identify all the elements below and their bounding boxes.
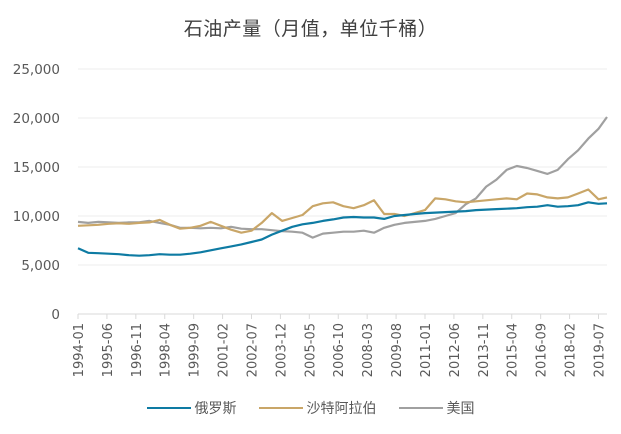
x-tick-label: 2012-06 (448, 323, 463, 377)
x-tick-label: 2008-03 (361, 323, 376, 377)
legend-item-usa[interactable]: 美国 (398, 398, 475, 418)
x-tick-label: 2013-11 (477, 323, 492, 377)
y-axis-ticks: 0 5,000 10,000 15,000 20,000 25,000 (13, 62, 60, 323)
y-tick-label: 15,000 (13, 160, 60, 176)
chart-title: 石油产量（月值，单位千桶） (183, 18, 438, 40)
x-tick-label: 1994-01 (72, 323, 87, 377)
gridlines (78, 68, 607, 315)
x-tick-label: 1998-04 (159, 323, 174, 377)
x-tick-label: 1996-11 (130, 323, 145, 377)
series-lines (77, 116, 608, 257)
series-line-saudi-arabia (77, 188, 608, 234)
y-tick-label: 5,000 (21, 258, 60, 274)
y-tick-label: 20,000 (13, 111, 60, 127)
x-tick-label: 1999-09 (188, 323, 203, 377)
legend-label: 沙特阿拉伯 (306, 401, 377, 417)
x-tick-label: 2019-07 (592, 323, 607, 377)
legend-label: 俄罗斯 (194, 401, 237, 417)
x-axis-ticks: 1994-01 1995-06 1996-11 1998-04 1999-09 2001-… (72, 314, 607, 377)
x-tick-label: 2016-09 (535, 323, 550, 377)
series-line-russia (77, 201, 608, 257)
legend-line-icon (146, 406, 191, 410)
x-tick-label: 1995-06 (101, 323, 116, 377)
x-tick-label: 2002-07 (245, 323, 260, 377)
x-tick-label: 2018-02 (564, 323, 579, 377)
legend-label: 美国 (446, 401, 475, 417)
legend-item-russia[interactable]: 俄罗斯 (146, 398, 237, 418)
x-tick-label: 2005-05 (303, 323, 318, 377)
legend-line-icon (258, 406, 303, 410)
y-tick-label: 10,000 (13, 209, 60, 225)
legend-line-icon (398, 406, 443, 410)
x-tick-label: 2015-04 (506, 323, 521, 377)
x-tick-label: 2011-01 (419, 323, 434, 377)
x-tick-label: 2006-10 (332, 323, 347, 377)
x-tick-label: 2003-12 (274, 323, 289, 377)
legend-item-saudi-arabia[interactable]: 沙特阿拉伯 (258, 398, 377, 418)
x-tick-label: 2001-02 (217, 323, 232, 377)
legend: 俄罗斯 沙特阿拉伯 美国 (0, 398, 621, 418)
x-tick-label: 2009-08 (390, 323, 405, 377)
y-tick-label: 0 (51, 307, 60, 323)
y-tick-label: 25,000 (13, 62, 60, 78)
